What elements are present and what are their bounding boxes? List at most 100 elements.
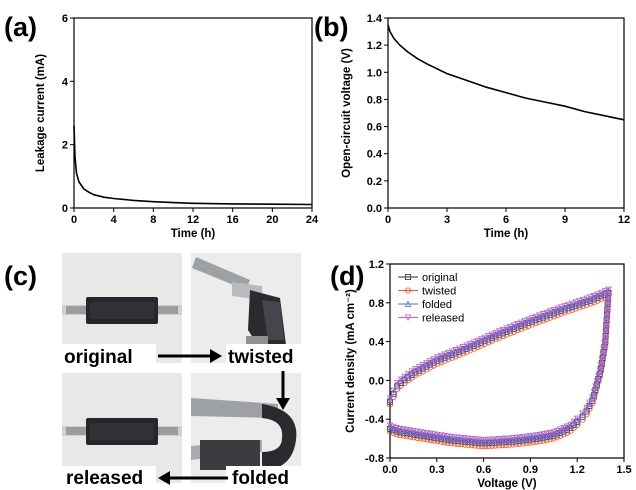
data-point [600,345,607,353]
data-point [593,378,601,385]
panel-b-label: (b) [314,12,348,42]
data-point [535,312,543,320]
data-point [560,425,567,433]
x-tick-label: 0 [71,214,77,226]
data-point [423,360,430,367]
data-point [437,432,445,439]
data-point [451,434,458,441]
data-point [485,333,492,340]
x-tick-label: 0.9 [523,464,538,476]
data-point [434,431,441,439]
data-point [481,334,488,342]
panel-d-label: (d) [330,261,364,291]
data-point [590,388,598,396]
data-point [601,340,608,347]
data-point [593,379,601,386]
data-point [597,361,605,369]
data-point [403,426,411,434]
data-point [533,433,540,440]
data-point [465,436,472,444]
data-point [529,432,537,440]
data-point [444,349,452,357]
legend-label: released [422,313,464,325]
data-point [495,436,503,443]
data-point [426,358,434,365]
y-tick-label: 2 [62,140,68,152]
data-point [533,432,540,439]
data-point [444,433,452,440]
x-tick-label: 20 [266,214,278,226]
data-point [386,423,394,430]
data-point [412,366,419,373]
data-point [546,430,554,437]
y-tick-label: 0.0 [369,375,384,387]
caption-released: released [66,468,143,489]
data-point [495,437,503,444]
data-point [393,425,401,432]
data-point [465,435,472,443]
data-point [396,425,404,433]
data-point [474,337,481,345]
data-point [516,435,523,443]
data-point [529,433,537,441]
data-point [400,426,407,433]
x-tick-label: 24 [306,214,319,226]
data-point [404,314,412,321]
data-point [510,322,518,330]
data-point [583,295,590,303]
x-tick-label: 0.6 [476,464,491,476]
data-point [543,430,550,438]
data-point [454,434,462,442]
data-point [434,354,441,361]
x-axis-label: Voltage (V) [477,478,536,490]
data-point [407,428,414,435]
data-point [468,436,475,444]
y-tick-label: 4 [62,76,69,88]
data-point [539,431,547,438]
data-point [561,303,568,310]
data-point [557,304,565,311]
x-tick-label: 12 [187,214,199,226]
data-point [526,433,533,440]
data-point [488,331,496,339]
data-point [596,368,604,375]
data-point [589,395,596,402]
data-point [455,345,463,353]
data-point [605,286,612,294]
data-point [397,376,405,384]
data-point [470,339,477,346]
data-point [424,430,431,437]
data-point [475,436,482,444]
data-point [554,305,561,313]
data-point [404,273,411,280]
series-line [387,24,625,121]
series-released [386,286,612,444]
legend-label: original [422,272,457,284]
data-point [604,292,612,299]
data-point [553,428,561,436]
data-point [419,362,427,369]
data-point [448,348,456,356]
data-point [536,432,544,440]
data-point [454,435,462,443]
x-tick-label: 9 [562,214,568,226]
photo-released [62,373,182,483]
data-point [461,436,469,443]
data-point [522,433,530,441]
series-folded [386,287,612,445]
data-point [482,436,489,444]
data-point [543,431,550,439]
data-point [415,364,423,371]
photo-folded [191,373,301,483]
data-point [509,436,516,443]
data-point [579,410,586,417]
data-point [386,396,394,403]
data-point [550,430,557,437]
data-point [478,437,486,445]
data-point [420,430,428,438]
data-point [430,356,437,363]
plot-frame [389,263,625,459]
data-point [468,435,475,443]
